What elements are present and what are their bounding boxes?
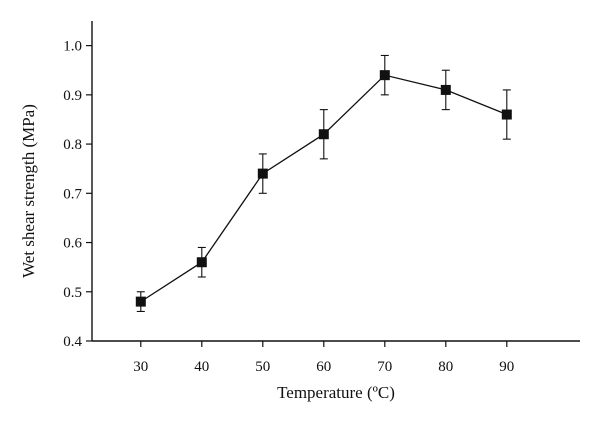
data-point bbox=[440, 84, 451, 95]
data-point bbox=[196, 257, 207, 268]
y-tick-label: 0.4 bbox=[63, 334, 82, 350]
series-group bbox=[135, 54, 512, 313]
data-point bbox=[379, 70, 390, 81]
y-axis-title: Wet shear strength (MPa) bbox=[19, 104, 38, 278]
y-ticks: 0.4 0.5 0.6 0.7 0.8 0.9 1.0 bbox=[63, 39, 92, 350]
x-tick-label: 90 bbox=[499, 359, 514, 375]
x-tick-label: 60 bbox=[316, 359, 331, 375]
data-point bbox=[501, 109, 512, 120]
x-tick-label: 40 bbox=[194, 359, 209, 375]
data-point bbox=[318, 129, 329, 140]
x-axis-title: Temperature (ºC) bbox=[277, 383, 395, 402]
y-tick-label: 0.9 bbox=[63, 88, 82, 104]
x-ticks: 30 40 50 60 70 80 90 bbox=[133, 341, 514, 375]
y-tick-label: 0.8 bbox=[63, 137, 82, 153]
data-point bbox=[135, 296, 146, 307]
y-tick-label: 0.6 bbox=[63, 236, 82, 252]
x-tick-label: 30 bbox=[133, 359, 148, 375]
data-point bbox=[257, 168, 268, 179]
x-tick-label: 50 bbox=[255, 359, 270, 375]
y-tick-label: 0.7 bbox=[63, 186, 82, 202]
x-tick-label: 80 bbox=[438, 359, 453, 375]
y-tick-label: 1.0 bbox=[63, 39, 82, 55]
y-tick-label: 0.5 bbox=[63, 285, 82, 301]
x-tick-label: 70 bbox=[377, 359, 392, 375]
